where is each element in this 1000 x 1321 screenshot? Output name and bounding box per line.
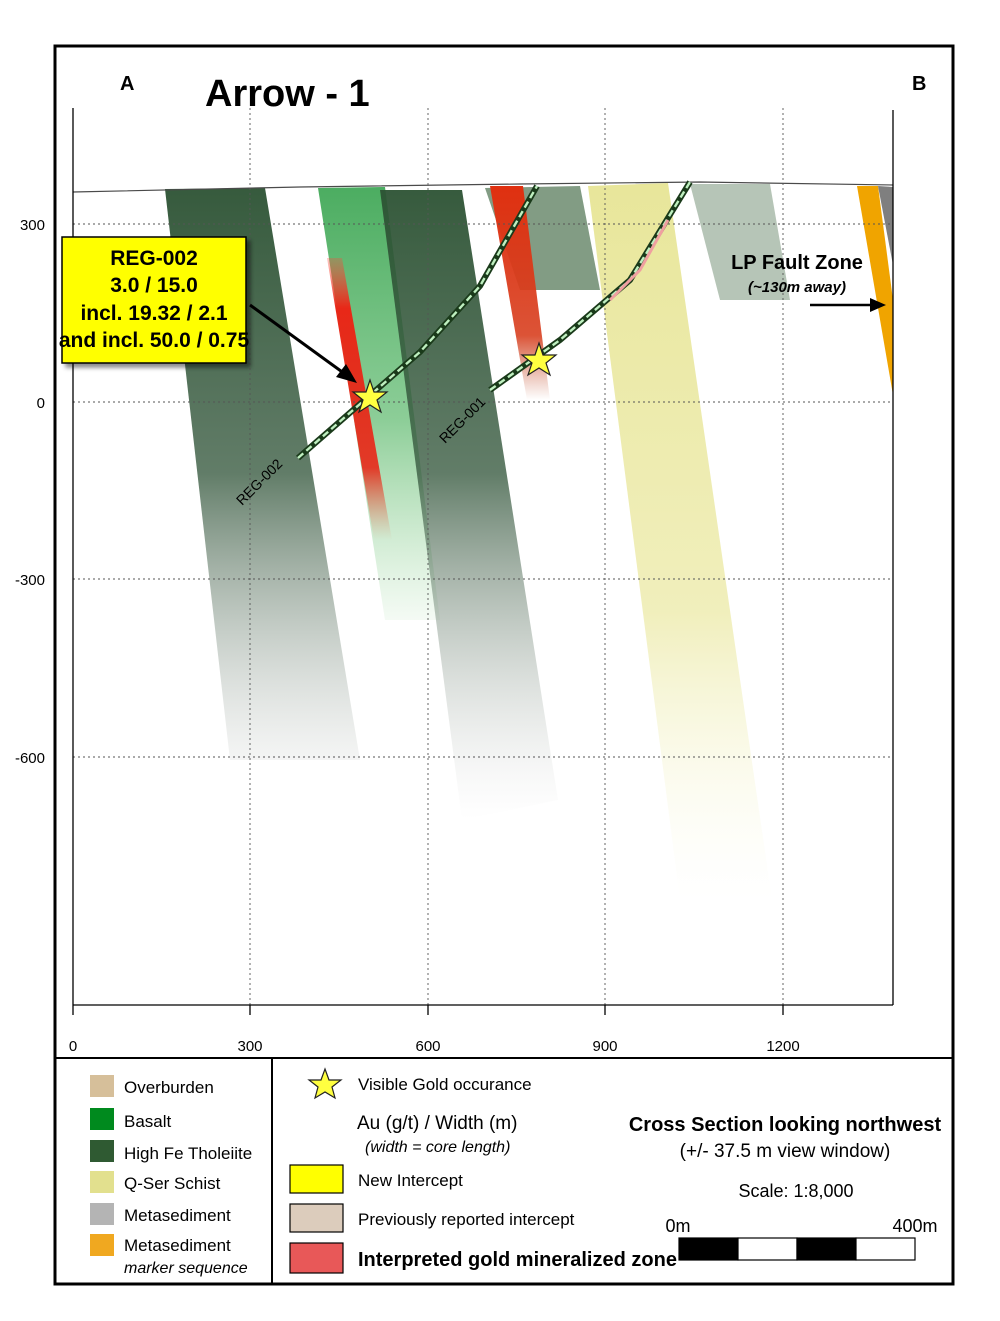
y-tick-label: -600 (15, 750, 45, 767)
section-end-a: A (120, 73, 134, 95)
visible-gold-star-icon (351, 378, 389, 414)
metasediment-zone (878, 186, 893, 265)
section-info: Cross Section looking northwest (+/- 37.… (629, 1114, 942, 1201)
legend-au-header: Au (g/t) / Width (m) (357, 1113, 517, 1134)
callout-line-1: 3.0 / 15.0 (110, 274, 198, 297)
section-info-scale: Scale: 1:8,000 (738, 1181, 853, 1201)
legend-au-subheader: (width = core length) (365, 1139, 510, 1156)
legend-label: Overburden (124, 1078, 214, 1097)
legend-label: Metasediment (124, 1236, 231, 1255)
scale-bar-start-label: 0m (665, 1216, 690, 1236)
callout-line-3: and incl. 50.0 / 0.75 (59, 329, 250, 352)
intercept-callout: REG-002 3.0 / 15.0 incl. 19.32 / 2.1 and… (59, 236, 250, 364)
x-tick-label: 900 (592, 1038, 617, 1055)
section-info-title: Cross Section looking northwest (629, 1114, 942, 1136)
legend-label: High Fe Tholeiite (124, 1144, 252, 1163)
grid (73, 108, 893, 1005)
section-title: Arrow - 1 (205, 73, 370, 115)
legend-sublabel: marker sequence (124, 1260, 248, 1277)
x-tick-labels: 0 300 600 900 1200 (69, 1038, 800, 1055)
fault-annotation: LP Fault Zone (~130m away) (731, 252, 886, 312)
y-tick-labels: 300 0 -300 -600 (15, 217, 45, 767)
callout-line-2: incl. 19.32 / 2.1 (80, 302, 227, 325)
y-tick-label: 300 (20, 217, 45, 234)
legend-star-icon (307, 1067, 343, 1100)
x-tick-label: 1200 (766, 1038, 799, 1055)
metasediment-marker-zone (857, 186, 893, 395)
y-tick-label: 0 (37, 395, 45, 412)
legend-label: Previously reported intercept (358, 1210, 575, 1229)
scale-bar-end-label: 400m (892, 1216, 937, 1236)
legend-swatch-metasediment (90, 1203, 114, 1225)
x-tick-label: 300 (237, 1038, 262, 1055)
legend-label: New Intercept (358, 1171, 463, 1190)
fault-sublabel: (~130m away) (748, 279, 846, 296)
visible-gold-star-icon (520, 341, 558, 377)
section-info-window: (+/- 37.5 m view window) (680, 1141, 891, 1162)
section-end-b: B (912, 73, 926, 95)
legend-swatch-overburden (90, 1075, 114, 1097)
legend-swatch-mineralized-zone (289, 1242, 344, 1274)
mineralized-zone-1 (327, 258, 392, 540)
legend-swatch-new-intercept (289, 1164, 344, 1194)
schist-band (588, 183, 772, 900)
legend-label: Q-Ser Schist (124, 1174, 221, 1193)
x-tick-label: 600 (415, 1038, 440, 1055)
legend-swatch-tholeiite (90, 1140, 114, 1162)
legend-label: Interpreted gold mineralized zone (358, 1249, 677, 1271)
legend-swatch-previous-intercept (289, 1203, 344, 1233)
callout-arrow (249, 303, 357, 383)
lithology-legend: Overburden Basalt High Fe Tholeiite Q-Se… (90, 1075, 252, 1277)
legend-label: Visible Gold occurance (358, 1075, 532, 1094)
scale-bar: 0m 400m (665, 1216, 938, 1261)
legend-swatch-schist (90, 1171, 114, 1193)
symbol-legend: Visible Gold occurance Au (g/t) / Width … (289, 1067, 677, 1274)
legend-swatch-metasediment-marker (90, 1234, 114, 1256)
legend-label: Metasediment (124, 1206, 231, 1225)
x-tick-label: 0 (69, 1038, 77, 1055)
legend-swatch-basalt (90, 1108, 114, 1130)
topography (72, 181, 894, 193)
callout-hole: REG-002 (110, 247, 198, 270)
fault-label: LP Fault Zone (731, 252, 863, 274)
callout-box (61, 236, 247, 364)
tholeiite-band-4 (690, 184, 790, 300)
y-tick-label: -300 (15, 572, 45, 589)
legend-label: Basalt (124, 1112, 172, 1131)
axes (72, 108, 894, 1015)
